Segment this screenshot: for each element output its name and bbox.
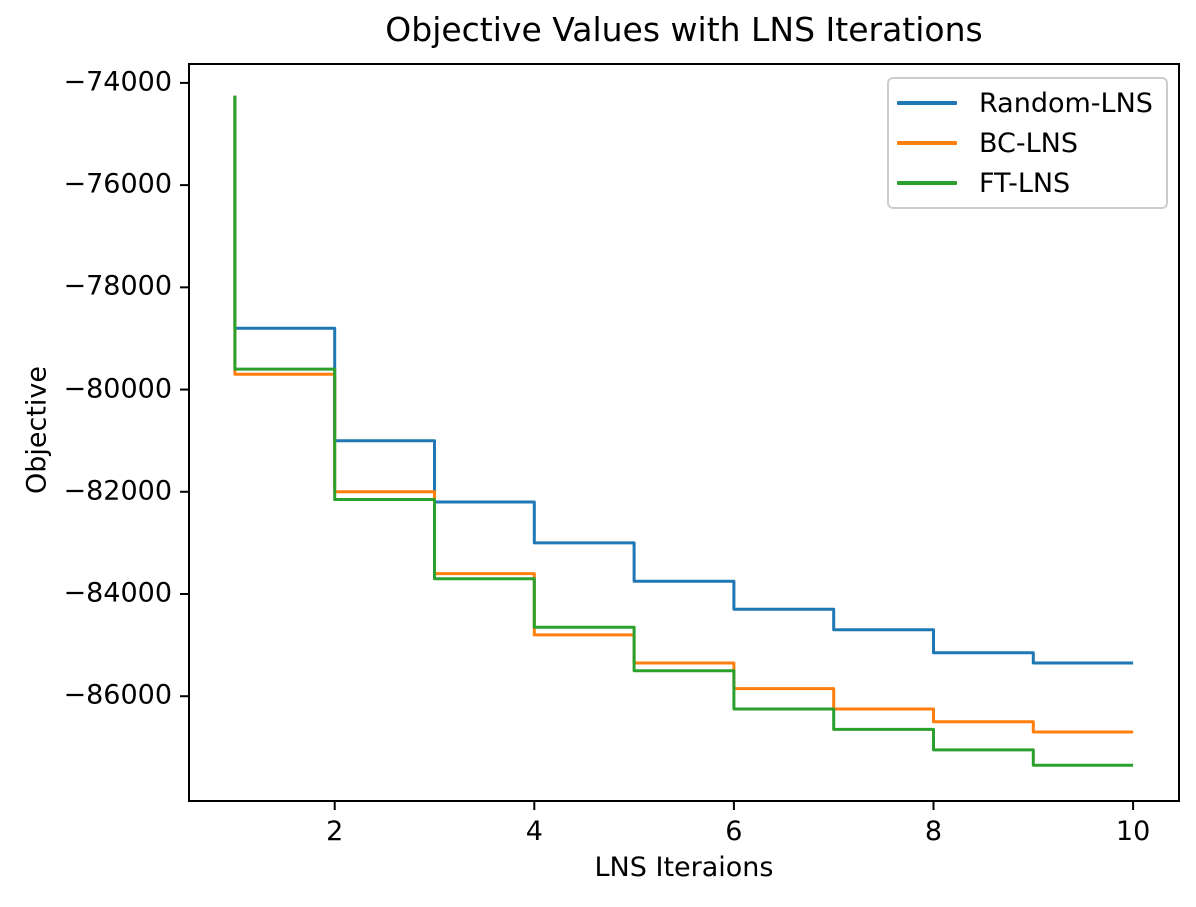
y-tick-label: −84000	[63, 577, 172, 609]
y-tick-label: −74000	[63, 66, 172, 98]
chart-title: Objective Values with LNS Iterations	[385, 10, 983, 49]
y-tick-label: −76000	[63, 168, 172, 200]
y-tick-label: −82000	[63, 475, 172, 507]
y-tick-label: −80000	[63, 372, 172, 404]
x-tick-label: 6	[725, 816, 743, 847]
x-axis-label: LNS Iteraions	[594, 852, 774, 883]
legend-line-random-lns-icon	[897, 101, 957, 105]
y-tick-label: −86000	[63, 679, 172, 711]
legend-label-bc-lns: BC-LNS	[979, 127, 1079, 159]
legend-label-random-lns: Random-LNS	[979, 87, 1153, 119]
legend-item-random-lns: Random-LNS	[897, 90, 1158, 117]
legend-line-bc-lns-icon	[897, 141, 957, 145]
legend-label-ft-lns: FT-LNS	[979, 167, 1071, 199]
x-tick-label: 2	[326, 816, 344, 847]
legend-line-ft-lns-icon	[897, 181, 957, 185]
y-tick-labels: −74000 −76000 −78000 −80000 −82000 −84000 −860…	[0, 0, 172, 907]
y-tick-label: −78000	[63, 270, 172, 302]
legend: Random-LNS BC-LNS FT-LNS	[887, 77, 1168, 209]
axes-frame	[188, 63, 1180, 802]
x-tick-label: 8	[924, 816, 943, 847]
legend-item-bc-lns: BC-LNS	[897, 130, 1158, 157]
series-line-ft-lns	[233, 95, 1134, 767]
legend-item-ft-lns: FT-LNS	[897, 170, 1158, 197]
x-tick-label: 10	[1115, 816, 1151, 847]
x-tick-label: 4	[525, 816, 543, 847]
